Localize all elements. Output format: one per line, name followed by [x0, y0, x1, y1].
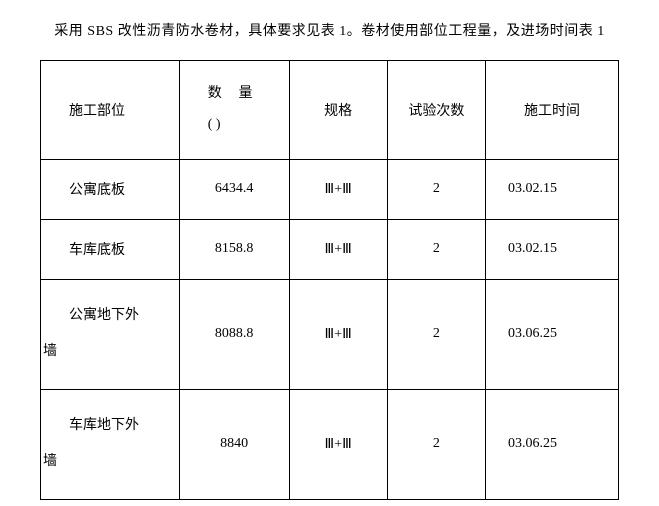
cell-location: 公寓地下外 墙 — [41, 279, 180, 389]
cell-spec: Ⅲ+Ⅲ — [289, 279, 387, 389]
cell-spec: Ⅲ+Ⅲ — [289, 159, 387, 219]
header-quantity-line1: 数量 — [208, 86, 270, 101]
cell-time: 03.06.25 — [486, 389, 619, 499]
cell-location-line1: 车库地下外 — [41, 408, 179, 444]
cell-spec: Ⅲ+Ⅲ — [289, 219, 387, 279]
cell-qty: 8158.8 — [179, 219, 289, 279]
table-row: 公寓地下外 墙 8088.8 Ⅲ+Ⅲ 2 03.06.25 — [41, 279, 619, 389]
table-body: 公寓底板 6434.4 Ⅲ+Ⅲ 2 03.02.15 车库底板 8158.8 Ⅲ… — [41, 159, 619, 499]
cell-location-line1: 公寓地下外 — [41, 298, 179, 334]
table-head: 施工部位 数量 ( ) 规格 试验次数 施工时间 — [41, 61, 619, 160]
cell-qty: 8840 — [179, 389, 289, 499]
cell-qty: 8088.8 — [179, 279, 289, 389]
cell-spec: Ⅲ+Ⅲ — [289, 389, 387, 499]
header-location: 施工部位 — [41, 61, 180, 160]
cell-location: 车库地下外 墙 — [41, 389, 180, 499]
cell-tests: 2 — [387, 159, 485, 219]
cell-time: 03.02.15 — [486, 159, 619, 219]
header-row: 施工部位 数量 ( ) 规格 试验次数 施工时间 — [41, 61, 619, 160]
data-table: 施工部位 数量 ( ) 规格 试验次数 施工时间 公寓底板 6434.4 Ⅲ+Ⅲ… — [40, 60, 619, 500]
cell-location-line2: 墙 — [41, 444, 179, 480]
header-quantity-line2: ( ) — [208, 117, 221, 132]
table-row: 公寓底板 6434.4 Ⅲ+Ⅲ 2 03.02.15 — [41, 159, 619, 219]
cell-location-line2: 墙 — [41, 334, 179, 370]
cell-location: 车库底板 — [41, 219, 180, 279]
cell-tests: 2 — [387, 389, 485, 499]
cell-tests: 2 — [387, 219, 485, 279]
table-row: 车库底板 8158.8 Ⅲ+Ⅲ 2 03.02.15 — [41, 219, 619, 279]
cell-qty: 6434.4 — [179, 159, 289, 219]
table-row: 车库地下外 墙 8840 Ⅲ+Ⅲ 2 03.06.25 — [41, 389, 619, 499]
header-time: 施工时间 — [486, 61, 619, 160]
cell-time: 03.06.25 — [486, 279, 619, 389]
table-caption: 采用 SBS 改性沥青防水卷材，具体要求见表 1。卷材使用部位工程量，及进场时间… — [0, 20, 659, 40]
table-container: 施工部位 数量 ( ) 规格 试验次数 施工时间 公寓底板 6434.4 Ⅲ+Ⅲ… — [0, 60, 659, 500]
header-spec: 规格 — [289, 61, 387, 160]
header-quantity: 数量 ( ) — [179, 61, 289, 160]
header-tests: 试验次数 — [387, 61, 485, 160]
cell-time: 03.02.15 — [486, 219, 619, 279]
cell-tests: 2 — [387, 279, 485, 389]
cell-location: 公寓底板 — [41, 159, 180, 219]
